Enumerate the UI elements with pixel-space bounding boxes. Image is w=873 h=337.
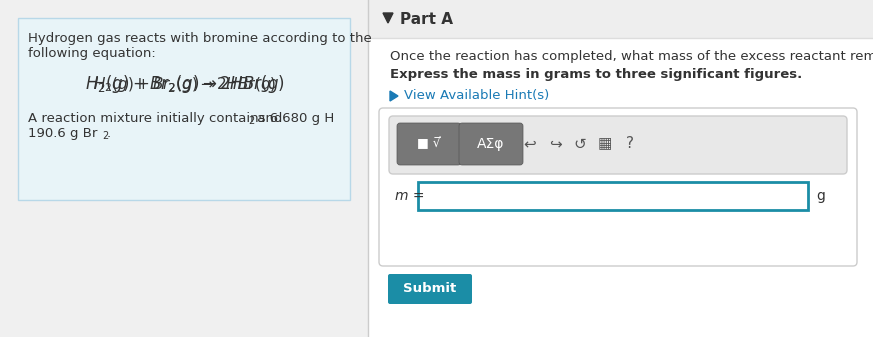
Text: ΑΣφ: ΑΣφ: [478, 137, 505, 151]
FancyBboxPatch shape: [418, 182, 808, 210]
FancyBboxPatch shape: [459, 123, 523, 165]
Text: Express the mass in grams to three significant figures.: Express the mass in grams to three signi…: [390, 68, 802, 81]
Text: View Available Hint(s): View Available Hint(s): [404, 90, 549, 102]
Text: 190.6 g Br: 190.6 g Br: [28, 127, 98, 140]
Polygon shape: [390, 91, 398, 101]
Text: $H_2(g) + Br_2(g) \rightarrow 2HBr(g)$: $H_2(g) + Br_2(g) \rightarrow 2HBr(g)$: [85, 73, 285, 95]
Text: ?: ?: [626, 136, 634, 152]
Text: ↺: ↺: [574, 136, 587, 152]
Text: ↪: ↪: [548, 136, 561, 152]
Text: $\mathit{H_2}$$\mathit{(g) + }$$\mathit{Br_2}$$\mathit{(g){\rightarrow}2HBr(g)}$: $\mathit{H_2}$$\mathit{(g) + }$$\mathit{…: [93, 75, 277, 94]
Text: ■ √̅: ■ √̅: [417, 137, 441, 151]
Text: and: and: [253, 112, 282, 125]
Text: Once the reaction has completed, what mass of the excess reactant remains?: Once the reaction has completed, what ma…: [390, 50, 873, 63]
Text: m =: m =: [395, 189, 424, 203]
Text: following equation:: following equation:: [28, 47, 155, 60]
Text: ↩: ↩: [524, 136, 536, 152]
Text: Submit: Submit: [403, 282, 457, 296]
Text: Hydrogen gas reacts with bromine according to the: Hydrogen gas reacts with bromine accordi…: [28, 32, 372, 45]
FancyBboxPatch shape: [368, 0, 873, 337]
FancyBboxPatch shape: [368, 0, 873, 38]
FancyBboxPatch shape: [397, 123, 461, 165]
Text: .: .: [107, 127, 111, 140]
FancyBboxPatch shape: [388, 274, 472, 304]
Text: Part A: Part A: [400, 11, 453, 27]
Text: g: g: [816, 189, 825, 203]
Text: ▦: ▦: [598, 136, 612, 152]
FancyBboxPatch shape: [389, 116, 847, 174]
Text: 2: 2: [248, 116, 254, 126]
Text: 2: 2: [102, 131, 108, 141]
Polygon shape: [383, 13, 393, 23]
Text: A reaction mixture initially contains 6.680 g H: A reaction mixture initially contains 6.…: [28, 112, 334, 125]
FancyBboxPatch shape: [379, 108, 857, 266]
FancyBboxPatch shape: [18, 18, 350, 200]
